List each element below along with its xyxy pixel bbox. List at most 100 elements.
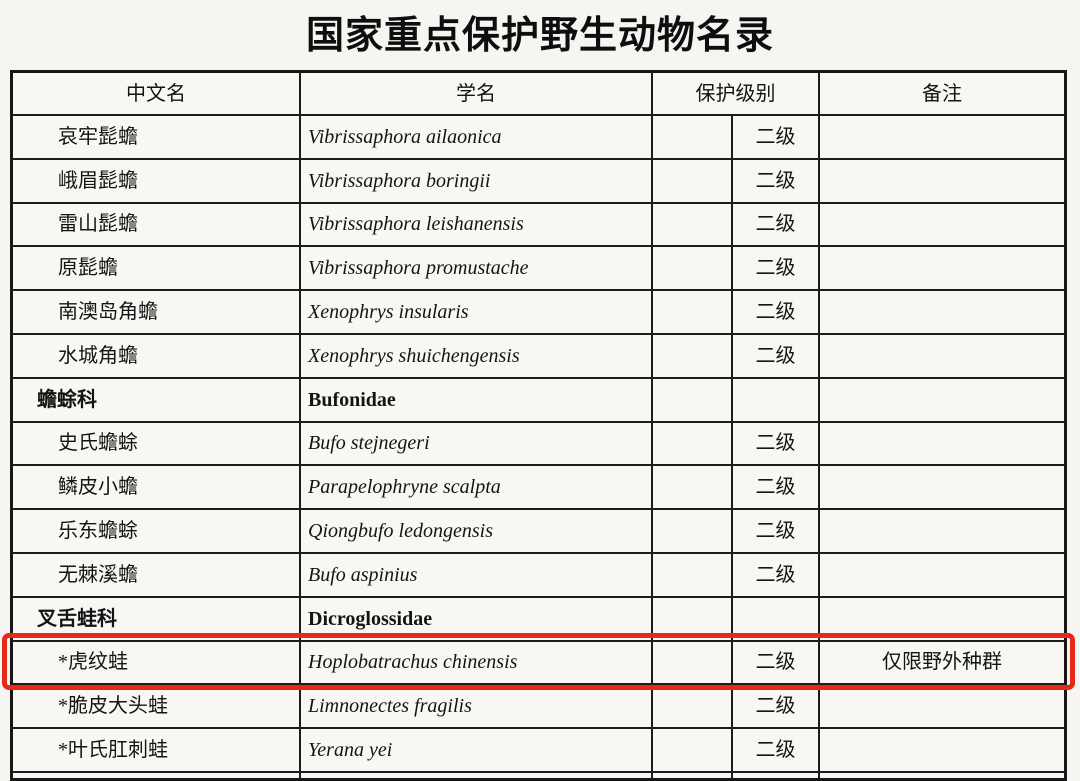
chinese-name-cell: 史氏蟾蜍 <box>13 422 301 465</box>
species-row: 乐东蟾蜍 Qiongbufo ledongensis 二级 <box>13 510 1064 554</box>
chinese-name-cell: *脆皮大头蛙 <box>13 685 301 728</box>
species-row: 无棘溪蟾 Bufo aspinius 二级 <box>13 553 1064 598</box>
table-header-row: 中文名 学名 保护级别 备注 <box>13 73 1064 116</box>
level-1-cell <box>653 510 733 552</box>
level-2-cell: 二级 <box>733 510 820 552</box>
chinese-name-cell: 叉舌蛙科 <box>13 597 301 640</box>
species-row: 史氏蟾蜍 Bufo stejnegeri 二级 <box>13 422 1064 467</box>
remark-cell <box>820 729 1064 771</box>
level-2-cell: 二级 <box>733 291 820 333</box>
scientific-name-cell: Vibrissaphora boringii <box>301 159 653 202</box>
level-2-cell: 二级 <box>733 116 820 158</box>
scientific-name-cell: Hoplobatrachus chinensis <box>301 641 653 684</box>
level-2-cell: 二级 <box>733 159 820 202</box>
scientific-name-cell: Vibrissaphora leishanensis <box>301 203 653 246</box>
remark-cell <box>820 204 1064 246</box>
remark-cell <box>820 466 1064 508</box>
page-title: 国家重点保护野生动物名录 <box>305 15 774 57</box>
chinese-name-cell: 水城角蟾 <box>13 334 301 377</box>
chinese-name-cell: 鳞皮小蟾 <box>13 466 301 509</box>
chinese-name-cell: *虎纹蛙 <box>13 641 301 684</box>
chinese-name-cell: 原髭蟾 <box>13 247 301 290</box>
chinese-name-cell: 雷山髭蟾 <box>13 203 301 246</box>
species-row: 鳞皮小蟾 Parapelophryne scalpta 二级 <box>13 466 1064 511</box>
remark-cell <box>820 423 1064 465</box>
remark-cell <box>820 598 1064 640</box>
family-row: 叉舌蛙科 Dicroglossidae <box>13 597 1064 642</box>
partial-row <box>13 772 1064 778</box>
scientific-name-cell: Xenophrys shuichengensis <box>301 334 653 377</box>
chinese-name-cell: 南澳岛角蟾 <box>13 291 301 333</box>
scientific-name-cell: Limnonectes fragilis <box>301 685 653 728</box>
scientific-name-cell: Dicroglossidae <box>301 597 653 640</box>
scientific-name-cell: Yerana yei <box>301 729 653 771</box>
level-1-cell <box>653 116 733 158</box>
level-1-cell <box>653 466 733 509</box>
level-1-cell <box>653 378 733 421</box>
level-2-cell: 二级 <box>733 641 820 684</box>
level-1-cell <box>653 729 733 771</box>
level-2-cell: 二级 <box>733 203 820 246</box>
scientific-name-cell: Vibrissaphora ailaonica <box>301 116 653 158</box>
species-row: 原髭蟾 Vibrissaphora promustache 二级 <box>13 247 1064 292</box>
scientific-name-cell <box>301 772 653 778</box>
header-chinese-name: 中文名 <box>13 73 301 114</box>
scientific-name-cell: Bufo stejnegeri <box>301 422 653 465</box>
species-row: 南澳岛角蟾 Xenophrys insularis 二级 <box>13 291 1064 335</box>
level-1-cell <box>653 203 733 246</box>
scientific-name-cell: Qiongbufo ledongensis <box>301 510 653 552</box>
scientific-name-cell: Vibrissaphora promustache <box>301 247 653 290</box>
level-2-cell <box>733 378 820 421</box>
protected-animals-table: 中文名 学名 保护级别 备注 哀牢髭蟾 Vibrissaphora ailaoni… <box>10 70 1067 781</box>
scientific-name-cell: Bufo aspinius <box>301 553 653 596</box>
remark-cell <box>820 379 1064 421</box>
level-1-cell <box>653 247 733 290</box>
chinese-name-cell <box>13 772 301 778</box>
level-2-cell: 二级 <box>733 422 820 465</box>
remark-cell <box>820 554 1064 596</box>
header-scientific-name: 学名 <box>301 73 653 114</box>
remark-cell <box>820 773 1064 778</box>
chinese-name-cell: 蟾蜍科 <box>13 378 301 421</box>
remark-cell: 仅限野外种群 <box>882 651 1002 674</box>
chinese-name-cell: 无棘溪蟾 <box>13 553 301 596</box>
species-row: 水城角蟾 Xenophrys shuichengensis 二级 <box>13 334 1064 379</box>
level-2-cell: 二级 <box>733 685 820 728</box>
remark-cell <box>820 160 1064 202</box>
level-2-cell: 二级 <box>733 247 820 290</box>
remark-cell <box>820 116 1064 158</box>
chinese-name-cell: 乐东蟾蜍 <box>13 510 301 552</box>
level-1-cell <box>653 334 733 377</box>
level-1-cell <box>653 641 733 684</box>
species-row: *脆皮大头蛙 Limnonectes fragilis 二级 <box>13 685 1064 730</box>
remark-cell <box>820 685 1064 727</box>
level-1-cell <box>653 159 733 202</box>
scientific-name-cell: Bufonidae <box>301 378 653 421</box>
level-2-cell <box>733 597 820 640</box>
family-row: 蟾蜍科 Bufonidae <box>13 378 1064 423</box>
chinese-name-cell: *叶氏肛刺蛙 <box>13 729 301 771</box>
remark-cell <box>820 335 1064 377</box>
species-row: *叶氏肛刺蛙 Yerana yei 二级 <box>13 729 1064 773</box>
level-1-cell <box>653 553 733 596</box>
scientific-name-cell: Parapelophryne scalpta <box>301 466 653 509</box>
level-1-cell <box>653 291 733 333</box>
remark-cell <box>820 510 1064 552</box>
level-2-cell: 二级 <box>733 466 820 509</box>
species-row: 峨眉髭蟾 Vibrissaphora boringii 二级 <box>13 159 1064 204</box>
level-2-cell <box>733 772 820 778</box>
chinese-name-cell: 哀牢髭蟾 <box>13 116 301 158</box>
level-2-cell: 二级 <box>733 553 820 596</box>
table-body: 哀牢髭蟾 Vibrissaphora ailaonica 二级 峨眉髭蟾 Vibriss… <box>13 116 1064 773</box>
species-row: 雷山髭蟾 Vibrissaphora leishanensis 二级 <box>13 203 1064 248</box>
species-row: 哀牢髭蟾 Vibrissaphora ailaonica 二级 <box>13 116 1064 160</box>
remark-cell <box>820 247 1064 289</box>
level-1-cell <box>653 772 733 778</box>
species-row: *虎纹蛙 Hoplobatrachus chinensis 二级 仅限野外种群 <box>13 641 1064 686</box>
level-2-cell: 二级 <box>733 334 820 377</box>
header-protection-level: 保护级别 <box>653 73 820 114</box>
level-1-cell <box>653 422 733 465</box>
header-remarks: 备注 <box>922 82 962 105</box>
chinese-name-cell: 峨眉髭蟾 <box>13 159 301 202</box>
level-2-cell: 二级 <box>733 729 820 771</box>
